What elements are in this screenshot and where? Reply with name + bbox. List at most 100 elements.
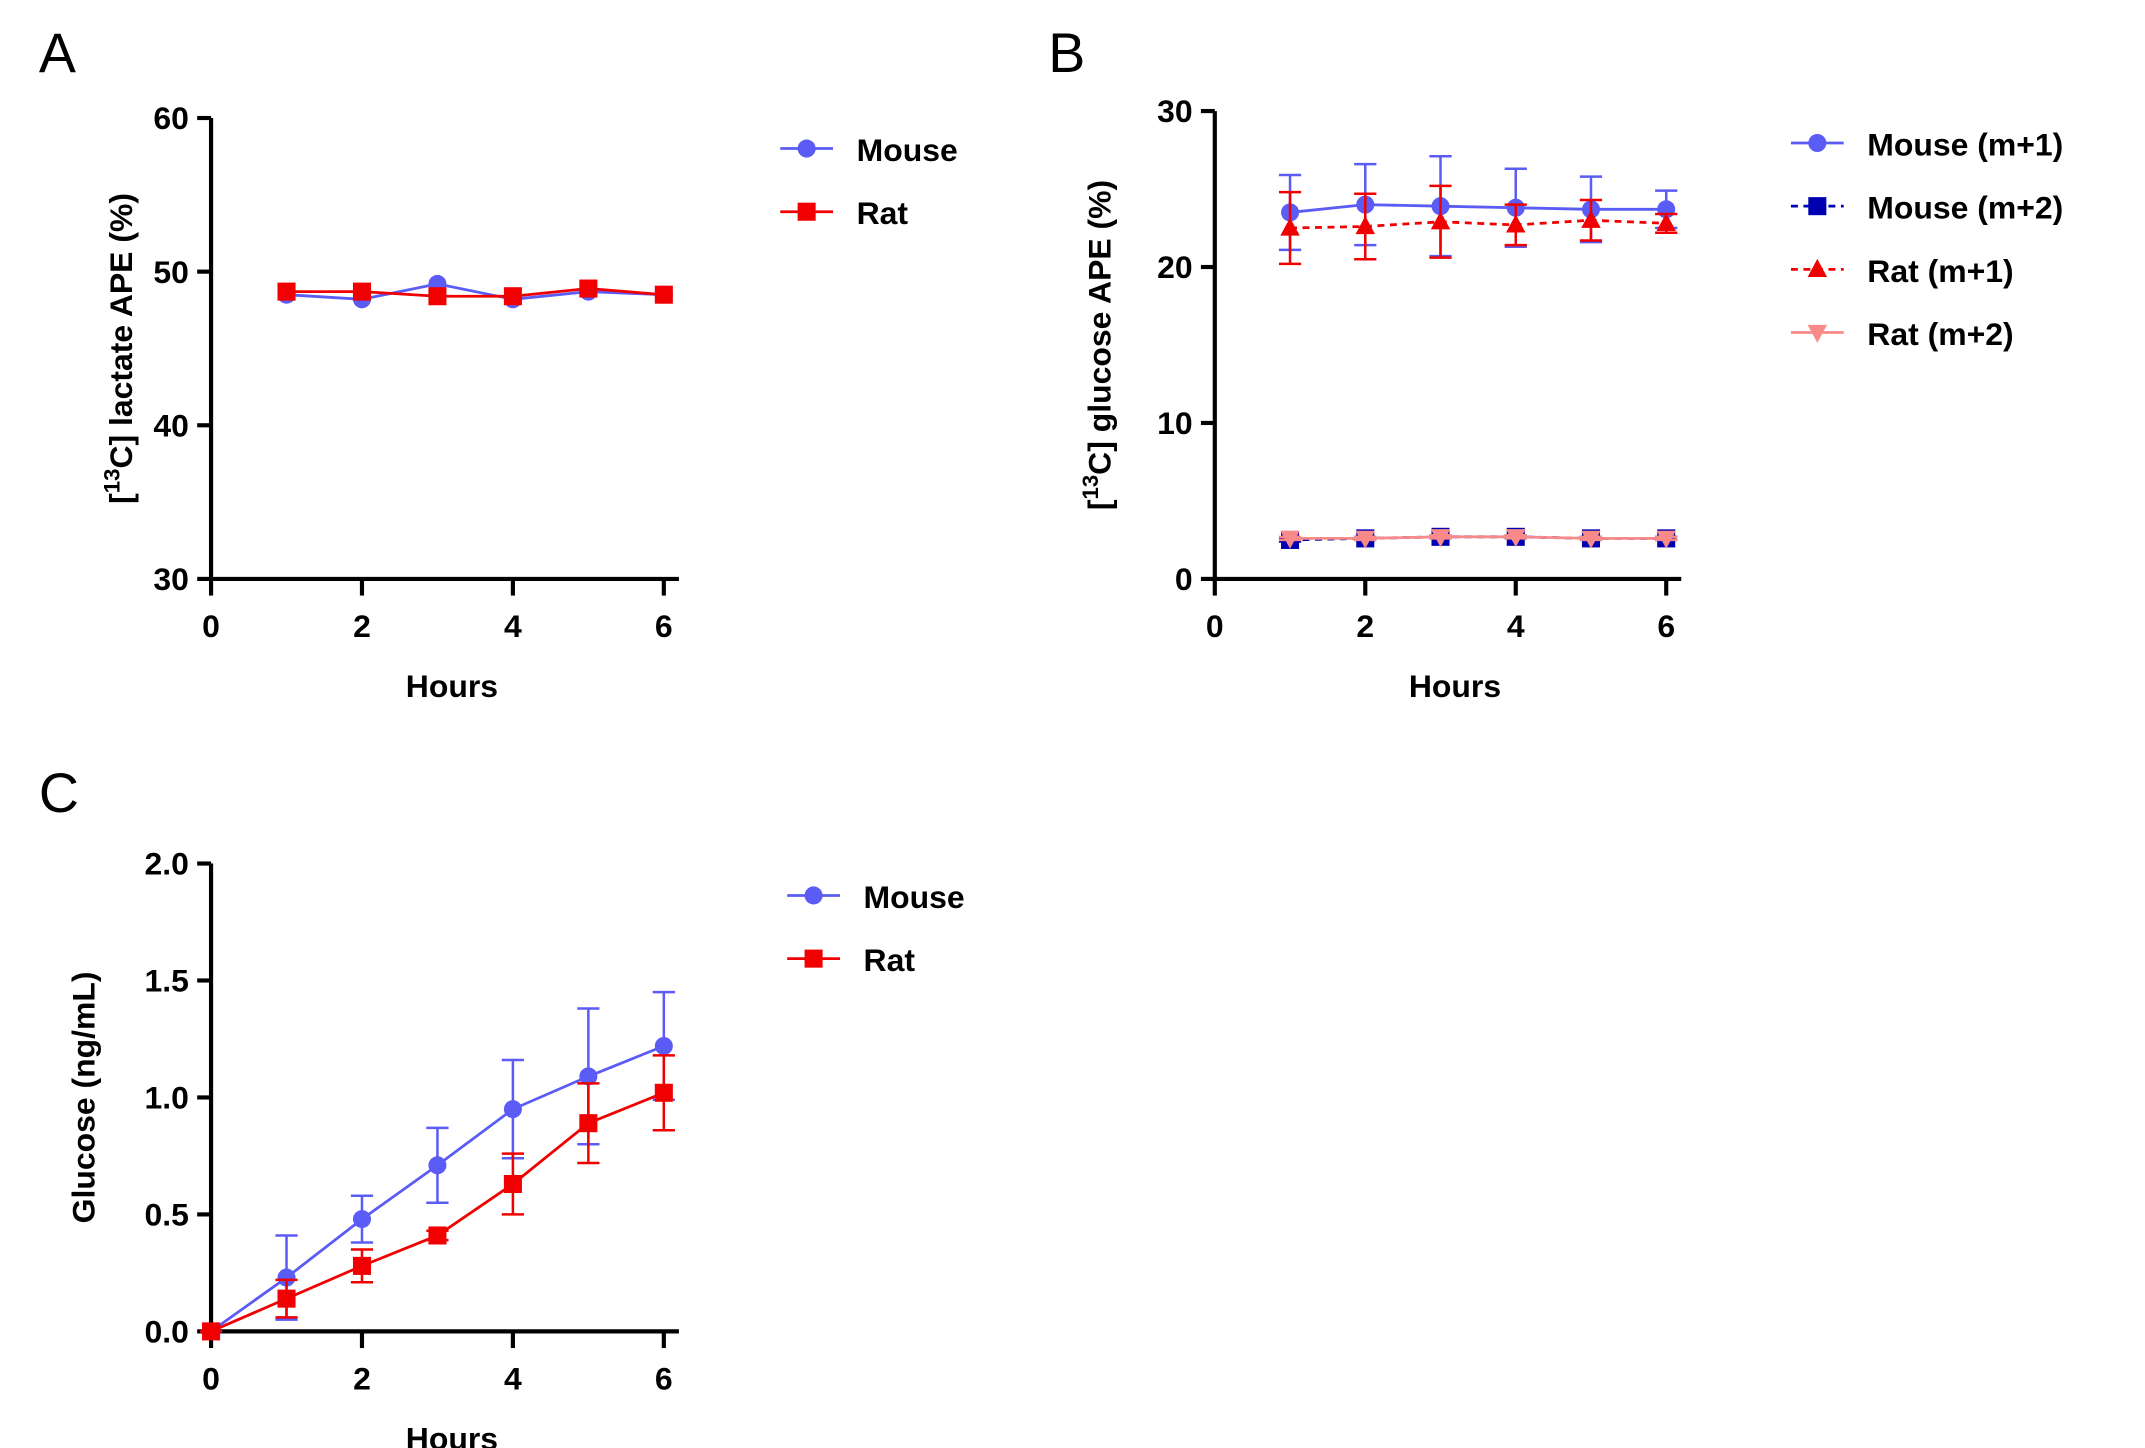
chart: A 30 40 50 60 0 2 4 6 Hours [13C] lactate APE (%) M… — [39, 22, 958, 704]
series: Rat (m+1) — [1278, 184, 2014, 289]
series-line — [1289, 203, 1667, 214]
marker — [352, 1256, 372, 1275]
legend-label: Rat — [857, 195, 909, 231]
marker — [1581, 530, 1601, 549]
marker — [277, 1289, 296, 1308]
marker — [1430, 529, 1451, 548]
x-tick-label: 4 — [504, 608, 522, 644]
marker — [352, 282, 372, 301]
marker — [654, 285, 673, 304]
marker — [1808, 197, 1827, 216]
series: Mouse (m+1) — [1278, 126, 2063, 258]
series-line — [286, 287, 664, 298]
y-tick-label: 1.5 — [144, 963, 188, 999]
panel-label: C — [39, 762, 79, 824]
legend-label: Mouse (m+2) — [1867, 190, 2063, 226]
series-line — [1290, 535, 1667, 540]
marker — [1280, 530, 1300, 549]
y-tick-label: 20 — [1157, 249, 1193, 285]
y-tick-label: 60 — [153, 100, 189, 136]
marker — [579, 279, 598, 298]
legend-label: Rat (m+1) — [1867, 253, 2013, 289]
y-tick-label: 50 — [153, 254, 189, 290]
marker — [579, 1067, 598, 1086]
marker — [797, 139, 816, 158]
x-axis-title: Hours — [406, 668, 498, 704]
marker — [1506, 529, 1526, 548]
x-tick-label: 4 — [504, 1361, 522, 1397]
y-axis-title-part: C] lactate APE (%) — [103, 193, 139, 469]
marker — [1506, 214, 1526, 233]
y-tick-label: 0.0 — [144, 1313, 188, 1349]
y-tick-label: 0 — [1175, 561, 1193, 597]
marker — [1808, 133, 1827, 153]
x-tick-label: 2 — [1356, 608, 1374, 644]
marker — [1656, 530, 1676, 549]
legend-label: Rat — [864, 942, 916, 978]
series: Mouse (m+2) — [1278, 190, 2063, 549]
x-axis-title: Hours — [406, 1420, 498, 1448]
marker — [428, 1156, 447, 1175]
marker — [428, 1226, 447, 1245]
series: Mouse — [199, 879, 965, 1341]
y-tick-label: 1.0 — [144, 1080, 188, 1116]
marker — [428, 287, 447, 306]
y-tick-label: 30 — [153, 561, 189, 597]
x-axis-title: Hours — [1409, 668, 1501, 704]
y-axis-title: Glucose (ng/mL) — [65, 972, 101, 1224]
marker — [797, 202, 816, 221]
marker — [503, 1100, 522, 1119]
y-axis-title-part: C] glucose APE (%) — [1082, 180, 1118, 475]
x-tick-label: 2 — [353, 1361, 371, 1397]
marker — [804, 886, 823, 905]
y-axis-title-sup: 13 — [1078, 475, 1103, 500]
marker — [1807, 258, 1828, 277]
marker — [202, 1322, 221, 1341]
series-line — [286, 282, 664, 301]
series: Rat (m+2) — [1278, 316, 2014, 549]
x-tick-label: 2 — [353, 608, 371, 644]
marker — [654, 1083, 673, 1102]
series-line — [1290, 218, 1667, 230]
marker — [352, 1210, 372, 1229]
marker — [503, 287, 522, 306]
marker — [1807, 324, 1828, 343]
y-axis-title-part: [ — [103, 493, 139, 504]
x-tick-label: 4 — [1507, 608, 1525, 644]
panel-label: A — [39, 22, 76, 84]
y-axis-title: [13C] lactate APE (%) — [99, 193, 138, 504]
panel-label: B — [1048, 22, 1085, 84]
marker — [503, 1174, 522, 1194]
x-tick-label: 6 — [655, 1361, 673, 1397]
x-tick-label: 0 — [1206, 608, 1224, 644]
marker — [804, 949, 823, 968]
marker — [1355, 530, 1375, 549]
marker — [1656, 212, 1676, 231]
legend-label: Rat (m+2) — [1867, 316, 2013, 352]
marker — [654, 1036, 673, 1056]
marker — [1581, 209, 1601, 228]
y-tick-label: 10 — [1157, 405, 1193, 441]
series: Rat — [199, 942, 916, 1341]
legend-label: Mouse (m+1) — [1867, 126, 2063, 162]
y-tick-label: 0.5 — [144, 1197, 188, 1233]
chart: C 0.0 0.5 1.0 1.5 2.0 0 2 4 6 Hours Glucose (ng/mL)… — [39, 762, 965, 1448]
marker — [1355, 216, 1375, 235]
x-tick-label: 0 — [202, 1361, 220, 1397]
x-tick-label: 0 — [202, 608, 220, 644]
chart: B 0 10 20 30 0 2 4 6 Hours [13C] glucose APE (%) Mo… — [1048, 22, 2063, 704]
x-tick-label: 6 — [1657, 608, 1675, 644]
legend-label: Mouse — [857, 132, 958, 168]
y-axis-title: [13C] glucose APE (%) — [1078, 180, 1117, 510]
y-tick-label: 30 — [1157, 93, 1193, 129]
x-tick-label: 6 — [655, 608, 673, 644]
marker — [277, 1268, 296, 1287]
marker — [1430, 211, 1451, 230]
marker — [579, 1114, 598, 1133]
series: Rat — [277, 195, 909, 306]
y-axis-title-sup: 13 — [99, 469, 124, 494]
y-tick-label: 2.0 — [144, 846, 188, 882]
legend-label: Mouse — [864, 879, 965, 915]
y-tick-label: 40 — [153, 407, 189, 443]
